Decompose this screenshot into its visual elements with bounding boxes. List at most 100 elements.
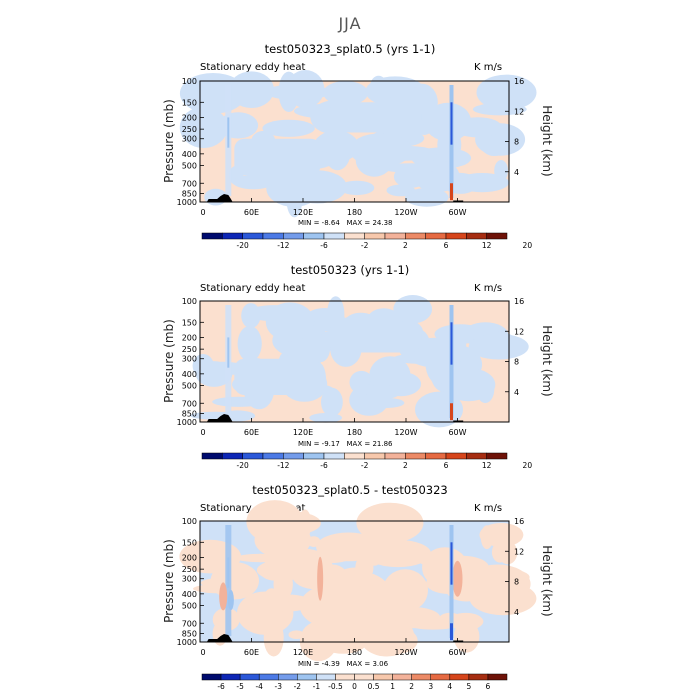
contour-region [310,334,331,363]
x-tick-label: 120E [293,648,313,657]
contour-region [369,356,411,395]
colorbar-label: 6 [444,461,449,470]
colorbar-label: 4 [447,682,452,691]
y-right-tick-label: 4 [514,388,519,397]
contour-region [234,358,321,396]
colorbar-segment [220,673,241,681]
y-right-tick-label: 16 [514,297,524,306]
colorbar-label: 0.5 [368,682,380,691]
colorbar-label: -6 [320,461,328,470]
contour-region [210,562,259,600]
y-tick-label: 200 [182,333,197,342]
x-tick-label: 180 [347,208,362,217]
terrain [453,420,464,422]
contour-region [320,557,334,592]
contour-region [405,188,449,207]
contour-region [265,302,315,342]
contour-region [468,333,529,360]
contour-region [452,560,463,597]
y-tick-label: 500 [182,382,197,391]
panel-3-minmax: MIN = -4.39 MAX = 3.06 [298,660,389,668]
colorbar-segment [468,673,489,681]
contour-region [232,174,275,190]
contour-region [453,117,502,138]
colorbar-segment [278,673,298,681]
y-tick-label: 300 [182,575,197,584]
contour-region [476,74,537,111]
contour-region [328,102,422,133]
colorbar-segment [466,452,487,460]
y-tick-label: 850 [182,189,197,198]
contour-region [288,630,305,639]
contour-region [241,303,261,329]
colorbar-label: -4 [255,682,263,691]
contour-region [299,584,367,628]
panel-2-subtitle: Stationary eddy heat [200,283,306,294]
colorbar-label: -20 [237,241,249,250]
y-right-tick-label: 12 [514,107,524,116]
colorbar-label: -12 [277,241,289,250]
contour-region [260,588,283,629]
contour-region [449,183,453,201]
colorbar-segment [354,673,374,681]
contour-region [407,619,459,630]
terrain [206,194,233,202]
y-tick-label: 700 [182,619,197,628]
y-tick-label: 150 [182,318,197,327]
colorbar-segment [297,673,317,681]
contour-region [227,557,230,588]
colorbar-segment [222,452,243,460]
y-tick-label: 200 [182,553,197,562]
panel-3-units: K m/s [474,503,503,514]
y-right-tick-label: 4 [514,608,519,617]
colorbar-label: 12 [482,241,492,250]
x-tick-label: 60E [244,208,259,217]
colorbar-segment [373,673,393,681]
y-tick-label: 100 [182,77,197,86]
contour-region [219,582,228,611]
y-tick-label: 200 [182,113,197,122]
contour-region [227,117,230,148]
y-tick-label: 500 [182,162,197,171]
contour-region [361,522,414,543]
y-tick-label: 1000 [177,198,197,207]
colorbar-segment [405,232,426,240]
colorbar-segment [430,673,451,681]
colorbar-segment [239,673,260,681]
terrain [206,634,233,642]
y-tick-label: 850 [182,409,197,418]
colorbar-segment [425,452,447,460]
colorbar-segment [242,452,264,460]
colorbar-segment [335,673,355,681]
y-tick-label: 400 [182,370,197,379]
y-right-tick-label: 12 [514,327,524,336]
contour-region [317,556,324,601]
colorbar-label: -2 [361,241,369,250]
terrain [453,640,464,642]
colorbar-segment [303,452,325,460]
contour-region [388,619,411,647]
x-tick-label: 0 [200,648,205,657]
y-tick-label: 100 [182,517,197,526]
panel-3-title: test050323_splat0.5 - test050323 [252,483,448,497]
colorbar-label: 6 [444,241,449,250]
x-tick-label: 120W [394,648,417,657]
colorbar-label: 3 [428,682,433,691]
y-right-tick-label: 8 [514,358,519,367]
contour-region [273,569,293,600]
colorbar-label: -6 [217,682,225,691]
y-tick-label: 250 [182,565,197,574]
colorbar-label: 20 [523,241,533,250]
panel-1-title: test050323_splat0.5 (yrs 1-1) [264,42,436,56]
contour-region [288,170,347,204]
colorbar-label: -0.5 [328,682,343,691]
colorbar-segment [201,232,223,240]
colorbar-segment [445,232,467,240]
colorbar-segment [344,232,365,240]
colorbar-segment [201,673,222,681]
y-tick-label: 1000 [177,638,197,647]
contour-region [473,568,530,586]
contour-region [195,361,233,387]
colorbar-label: -3 [275,682,283,691]
colorbar-segment [283,232,304,240]
